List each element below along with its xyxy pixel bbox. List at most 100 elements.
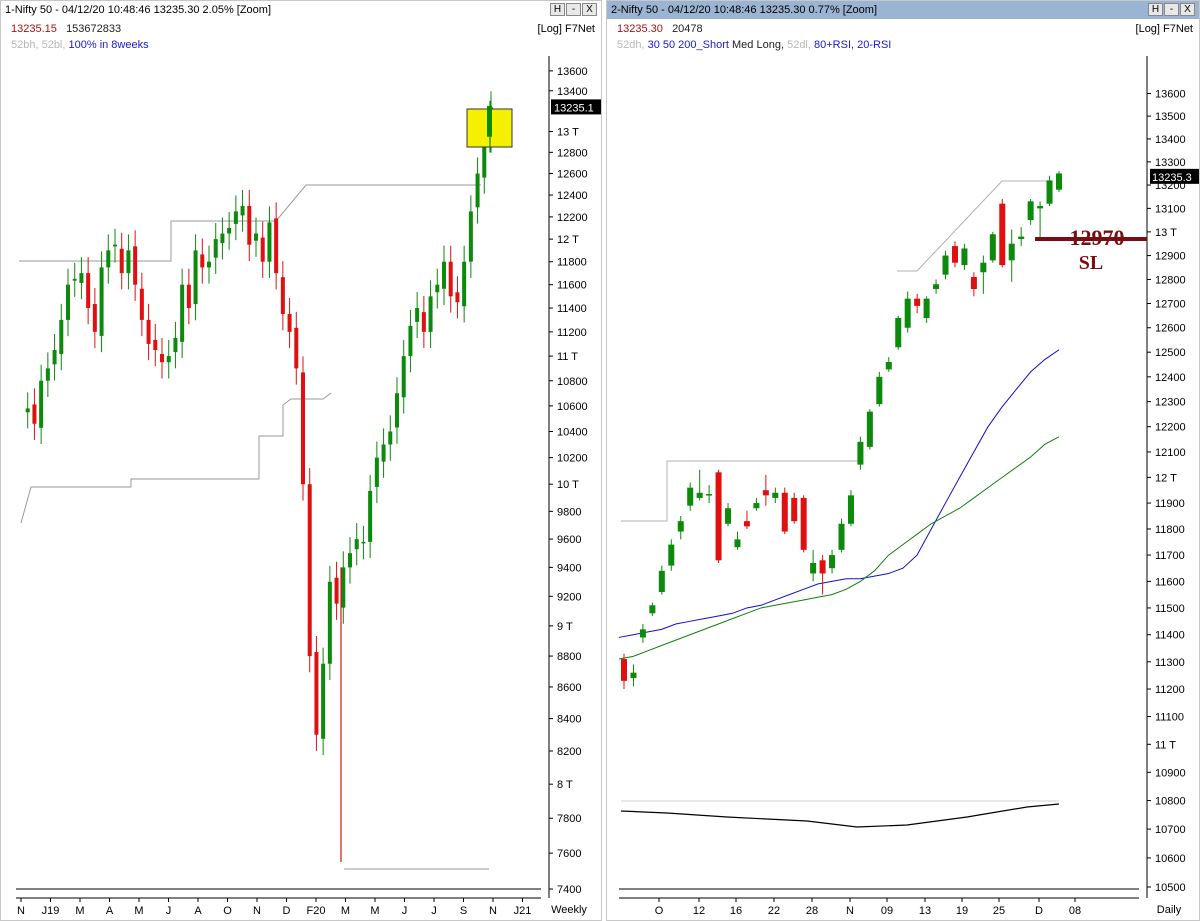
y-tick-label: 12 T [557, 234, 579, 246]
y-tick-label: 13300 [1155, 157, 1186, 169]
candle-body [72, 278, 77, 281]
candle-body [810, 562, 817, 574]
y-tick-label: 13500 [1155, 111, 1186, 123]
candle-body [621, 659, 627, 681]
candle-body [133, 246, 138, 285]
timeframe-label: Daily [1157, 904, 1182, 916]
y-tick-label: 13 T [1155, 227, 1177, 239]
candle-body [59, 319, 64, 355]
y-tick-label: 8600 [557, 682, 581, 694]
candle-body [314, 652, 319, 735]
y-tick-label: 12800 [1155, 274, 1186, 286]
x-tick-label: D [1035, 905, 1043, 917]
y-tick-label: 7800 [557, 813, 581, 825]
y-tick-label: 8400 [557, 714, 581, 726]
indicator-legend: 52bh, 52bl, 100% in 8weeks [11, 39, 149, 51]
pane-title-bar[interactable]: 2-Nifty 50 - 04/12/20 10:48:46 13235.30 … [607, 1, 1199, 19]
candle-body [354, 539, 359, 550]
candle-body [1008, 243, 1015, 261]
y-tick-label: 11400 [1155, 630, 1185, 642]
candle-body [876, 376, 883, 405]
weekly-candlestick-chart[interactable]: 13600 13400 13 T 12800 12600 12400 12200 12 T 11… [1, 1, 602, 921]
daily-chart-pane[interactable]: 2-Nifty 50 - 04/12/20 10:48:46 13235.30 … [606, 0, 1200, 921]
candle-body [32, 404, 37, 424]
x-tick-label: 28 [806, 905, 818, 917]
pane-title: 2-Nifty 50 - 04/12/20 10:48:46 13235.30 … [611, 4, 878, 16]
y-tick-label: 12600 [1155, 323, 1186, 335]
y-tick-label: 10200 [557, 453, 588, 465]
x-tick-label: S [460, 905, 467, 917]
pane-title-bar[interactable]: 1-Nifty 50 - 04/12/20 10:48:46 13235.30 … [1, 1, 601, 19]
x-tick-label: 19 [956, 905, 968, 917]
candle-body [866, 411, 873, 447]
hide-button[interactable]: H [550, 3, 565, 16]
y-tick-label: 7600 [557, 848, 581, 860]
candle-body [160, 354, 164, 363]
x-tick-label: O [655, 905, 664, 917]
x-tick-label: N [489, 905, 497, 917]
indicator-52w: 52bh, 52bl, [11, 39, 66, 51]
candle-body [829, 555, 836, 569]
x-tick-label: 08 [1069, 905, 1081, 917]
candle-body [980, 262, 987, 273]
candle-body [482, 136, 487, 178]
current-price: 13235.30 [617, 23, 663, 35]
minimize-button[interactable]: - [566, 3, 581, 16]
y-tick-label: 10700 [1155, 824, 1186, 836]
candle-body [233, 211, 238, 224]
candle-body [1046, 180, 1053, 204]
candle-body [753, 503, 760, 509]
window-buttons: H - X [550, 3, 597, 16]
y-tick-label: 11200 [1155, 684, 1185, 696]
weekly-chart-pane[interactable]: 1-Nifty 50 - 04/12/20 10:48:46 13235.30 … [0, 0, 602, 921]
candle-body [287, 313, 292, 332]
candle-body [220, 233, 225, 244]
stop-loss-value: 12970 [1070, 225, 1125, 250]
candle-body [240, 205, 245, 216]
x-tick-label: J19 [42, 905, 60, 917]
candle-body [639, 629, 646, 638]
x-tick-label: J [166, 905, 172, 917]
price-volume-row: 13235.15 153672833 [11, 23, 121, 35]
y-tick-label: 11 T [1155, 739, 1176, 751]
candle-body [126, 250, 131, 274]
candle-body [267, 222, 272, 262]
y-tick-label: 8200 [557, 746, 581, 758]
ma-long-line [620, 803, 1060, 828]
close-button[interactable]: X [1180, 3, 1195, 16]
y-tick-label: 12700 [1155, 298, 1186, 310]
candle-body [1037, 206, 1044, 209]
y-tick-label: 11700 [1155, 550, 1185, 562]
current-price: 13235.15 [11, 23, 57, 35]
indicator-legend: 52dh, 30 50 200_Short Med Long, 52dl, 80… [617, 39, 891, 51]
indicator-52dh: 52dh, [617, 39, 645, 51]
y-tick-label: 12300 [1155, 397, 1186, 409]
candle-body [847, 495, 854, 524]
hide-button[interactable]: H [1148, 3, 1163, 16]
volume: 153672833 [66, 23, 122, 35]
pane-title: 1-Nifty 50 - 04/12/20 10:48:46 13235.30 … [5, 4, 272, 16]
candle-body [942, 255, 949, 275]
candle-body [79, 273, 84, 283]
candle-body [401, 356, 406, 398]
52-week-high-line [19, 184, 481, 262]
candle-body [677, 521, 684, 532]
y-tick-label: 9800 [557, 506, 581, 518]
candle-body [45, 368, 50, 381]
candle-body [475, 173, 480, 208]
y-tick-label: 13600 [1155, 88, 1186, 100]
scale-label: [Log] F7Net [537, 23, 595, 35]
y-tick-label: 10600 [557, 401, 588, 413]
candle-body [706, 494, 713, 496]
minimize-button[interactable]: - [1164, 3, 1179, 16]
candle-body [368, 490, 373, 542]
x-tick-label: 22 [768, 905, 780, 917]
x-tick-label: J21 [514, 905, 532, 917]
candle-body [25, 408, 30, 413]
candle-body [1027, 201, 1034, 221]
window-buttons: H - X [1148, 3, 1195, 16]
close-button[interactable]: X [582, 3, 597, 16]
y-tick-label: 12200 [557, 212, 588, 224]
candle-body [838, 523, 845, 550]
